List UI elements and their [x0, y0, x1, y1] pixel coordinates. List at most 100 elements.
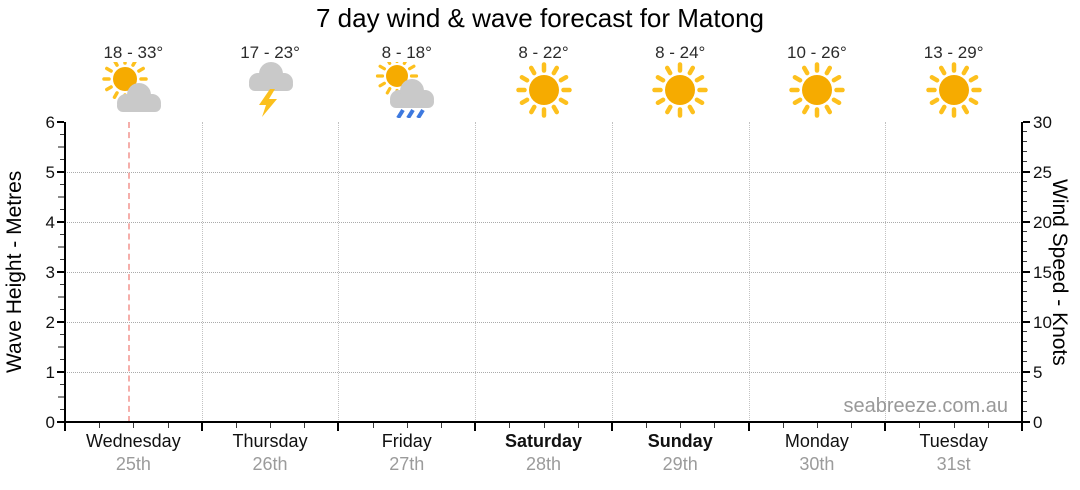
weather-icon-sun-cloud-rain — [375, 54, 439, 120]
wind-axis-minor-tick — [1023, 341, 1027, 342]
h-gridline — [65, 172, 1022, 173]
wind-axis-major-tick — [1023, 421, 1030, 423]
wind-axis-minor-tick — [1023, 131, 1027, 132]
wind-axis-major-tick — [1023, 221, 1030, 223]
x-axis-minor-tick — [714, 423, 716, 428]
x-axis-minor-tick — [919, 423, 921, 428]
wave-axis-major-tick — [57, 171, 64, 173]
x-axis-major-tick — [200, 423, 203, 431]
wave-axis-tick-label: 2 — [45, 313, 55, 332]
v-gridline — [338, 122, 340, 422]
wind-axis-minor-tick — [1023, 361, 1027, 362]
wind-axis-minor-tick — [1023, 401, 1027, 402]
wind-axis-minor-tick — [1023, 151, 1027, 152]
wind-axis-major-tick — [1023, 321, 1030, 323]
day-label: Friday — [381, 431, 432, 451]
date-label: 29th — [662, 454, 698, 474]
left-axis-spine — [64, 122, 66, 423]
right-axis-spine — [1021, 122, 1023, 423]
h-gridline — [65, 372, 1022, 373]
wave-axis-major-tick — [57, 221, 64, 223]
temp-range-label: 13 - 29° — [923, 43, 984, 62]
wind-axis-minor-tick — [1023, 211, 1027, 212]
day-label: Thursday — [232, 431, 308, 451]
wind-axis-minor-tick — [1023, 281, 1027, 282]
wind-axis-major-tick — [1023, 121, 1030, 123]
wind-axis-minor-tick — [1023, 161, 1027, 162]
wind-axis-minor-tick — [1023, 351, 1027, 352]
date-label: 26th — [252, 454, 288, 474]
date-label: 25th — [115, 454, 151, 474]
day-label: Saturday — [504, 431, 583, 451]
wave-axis-minor-tick — [58, 246, 64, 248]
h-gridline — [65, 222, 1022, 223]
wind-axis-minor-tick — [1023, 251, 1027, 252]
wind-axis-minor-tick — [1023, 191, 1027, 192]
x-axis-minor-tick — [953, 423, 955, 428]
temp-range-label: 8 - 22° — [518, 43, 569, 62]
wind-axis-tick-label: 20 — [1033, 213, 1052, 232]
wave-axis-tick-label: 3 — [45, 263, 55, 282]
x-axis-minor-tick — [235, 423, 237, 428]
x-axis-minor-tick — [270, 423, 272, 428]
weather-icon-sun-cloud — [101, 56, 165, 118]
weather-icon-sunny — [785, 62, 849, 118]
wave-axis-minor-tick — [58, 396, 64, 398]
wind-axis-minor-tick — [1023, 141, 1027, 142]
wave-axis-major-tick — [57, 321, 64, 323]
temp-range-label: 18 - 33° — [103, 43, 164, 62]
x-axis-minor-tick — [372, 423, 374, 428]
v-gridline — [885, 122, 887, 422]
x-axis-major-tick — [64, 423, 66, 431]
wave-axis-tick-label: 0 — [45, 413, 55, 432]
wave-axis-major-tick — [57, 371, 64, 373]
x-axis-minor-tick — [577, 423, 579, 428]
wave-axis-major-tick — [57, 421, 64, 423]
x-axis-major-tick — [884, 423, 887, 431]
wave-axis-tick-label: 4 — [45, 213, 55, 232]
wind-axis-tick-label: 10 — [1033, 313, 1052, 332]
wave-axis-minor-tick — [60, 158, 64, 160]
wave-axis-minor-tick — [60, 408, 64, 410]
wind-axis-minor-tick — [1023, 311, 1027, 312]
day-label: Tuesday — [919, 431, 988, 451]
x-axis-minor-tick — [509, 423, 511, 428]
date-label: 30th — [799, 454, 835, 474]
wind-axis-tick-label: 30 — [1033, 113, 1052, 132]
temp-range-label: 8 - 24° — [655, 43, 706, 62]
wind-axis-minor-tick — [1023, 201, 1027, 202]
wave-axis-minor-tick — [60, 358, 64, 360]
x-axis-major-tick — [747, 423, 750, 431]
wind-axis-tick-label: 0 — [1033, 413, 1043, 432]
wave-axis-major-tick — [57, 271, 64, 273]
x-axis-major-tick — [337, 423, 340, 431]
wave-axis-tick-label: 6 — [45, 113, 55, 132]
wind-axis-minor-tick — [1023, 241, 1027, 242]
temp-range-label: 8 - 18° — [381, 43, 432, 62]
wave-axis-tick-label: 1 — [45, 363, 55, 382]
wave-axis-minor-tick — [58, 146, 64, 148]
wind-axis-major-tick — [1023, 271, 1030, 273]
wind-axis-minor-tick — [1023, 181, 1027, 182]
wind-axis-title: Wind Speed - Knots — [1048, 178, 1071, 366]
weather-icon-sunny — [922, 62, 986, 118]
x-axis-minor-tick — [406, 423, 408, 428]
x-axis-major-tick — [1021, 423, 1023, 431]
day-label: Monday — [784, 431, 849, 451]
wind-axis-minor-tick — [1023, 231, 1027, 232]
v-gridline — [611, 122, 613, 422]
wave-axis-minor-tick — [60, 233, 64, 235]
x-axis-minor-tick — [440, 423, 442, 428]
wind-axis-tick-label: 15 — [1033, 263, 1052, 282]
watermark: seabreeze.com.au — [843, 395, 1008, 417]
wave-axis-minor-tick — [60, 133, 64, 135]
x-axis-minor-tick — [167, 423, 169, 428]
x-axis-minor-tick — [543, 423, 545, 428]
x-axis-minor-tick — [782, 423, 784, 428]
wave-axis-minor-tick — [60, 333, 64, 335]
wind-axis-minor-tick — [1023, 391, 1027, 392]
x-axis-minor-tick — [133, 423, 135, 428]
wave-axis-minor-tick — [60, 258, 64, 260]
temp-range-label: 17 - 23° — [240, 43, 300, 62]
